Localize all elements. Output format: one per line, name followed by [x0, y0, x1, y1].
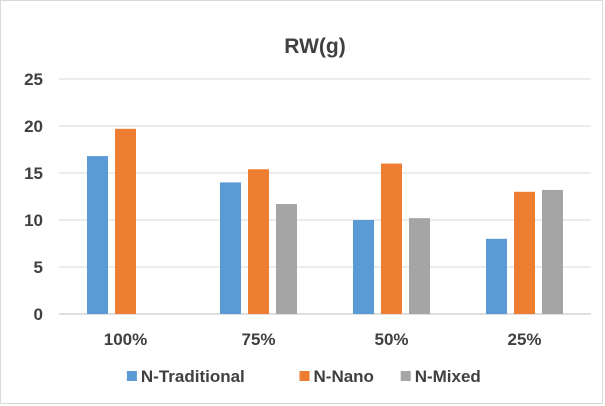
chart-title: RW(g) — [284, 35, 345, 58]
legend-label: N-Mixed — [415, 367, 481, 386]
bar-n-nano-25pct — [514, 191, 535, 314]
legend: N-Traditional N-Nano N-Mixed — [126, 367, 481, 386]
bar-n-nano-100pct — [115, 128, 136, 314]
y-tick-label: 5 — [34, 258, 43, 277]
bars — [87, 128, 563, 314]
legend-label: N-Nano — [314, 367, 374, 386]
y-tick-label: 15 — [24, 164, 43, 183]
bar-n-mixed-75pct — [276, 204, 297, 314]
y-tick-label: 20 — [24, 117, 43, 136]
x-tick-label: 25% — [507, 330, 541, 349]
legend-swatch — [126, 371, 137, 381]
x-tick-label: 50% — [374, 330, 408, 349]
bar-n-traditional-25pct — [486, 238, 507, 314]
x-axis-ticks: 100% 75% 50% 25% — [104, 330, 542, 349]
y-tick-label: 25 — [24, 70, 43, 89]
y-axis-ticks: 0 5 10 15 20 25 — [24, 70, 43, 324]
bar-n-nano-75pct — [248, 169, 269, 314]
gridlines — [59, 78, 591, 315]
legend-swatch — [400, 371, 411, 381]
bar-n-mixed-25pct — [542, 189, 563, 314]
y-tick-label: 0 — [34, 305, 43, 324]
bar-n-traditional-100pct — [87, 156, 108, 314]
x-tick-label: 75% — [241, 330, 275, 349]
x-tick-label: 100% — [104, 330, 147, 349]
bar-n-nano-50pct — [381, 163, 402, 314]
legend-swatch — [299, 371, 310, 381]
bar-n-traditional-75pct — [220, 182, 241, 314]
y-tick-label: 10 — [24, 211, 43, 230]
bar-n-mixed-50pct — [409, 218, 430, 314]
bar-n-traditional-50pct — [353, 220, 374, 314]
legend-label: N-Traditional — [141, 367, 245, 386]
